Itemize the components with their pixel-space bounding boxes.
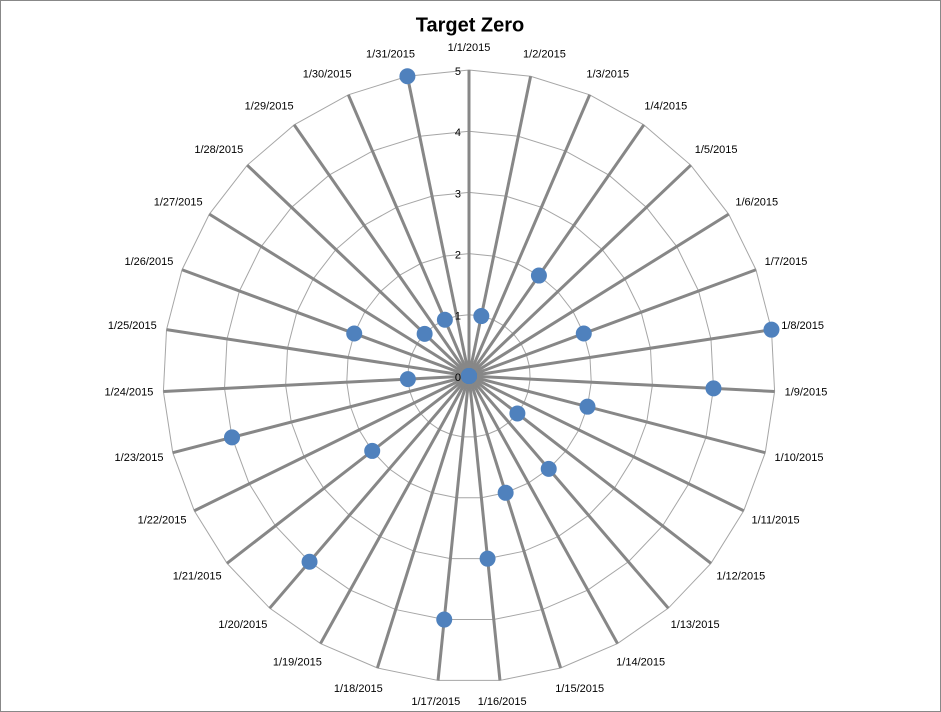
category-label: 1/26/2015 xyxy=(124,256,173,268)
data-point xyxy=(530,267,547,284)
category-label: 1/6/2015 xyxy=(735,196,778,208)
grid-ring xyxy=(285,191,653,560)
data-point xyxy=(473,308,490,325)
spoke xyxy=(166,328,470,378)
category-label: 1/25/2015 xyxy=(108,320,157,332)
category-label: 1/27/2015 xyxy=(154,196,203,208)
category-label: 1/9/2015 xyxy=(785,387,828,399)
category-label: 1/13/2015 xyxy=(671,619,720,631)
category-label: 1/16/2015 xyxy=(478,696,527,708)
r-tick-label: 4 xyxy=(455,127,461,139)
r-tick-label: 3 xyxy=(455,188,461,200)
spoke xyxy=(467,123,646,377)
data-point xyxy=(509,405,526,422)
spoke xyxy=(468,328,772,378)
spoke xyxy=(346,94,471,377)
data-point xyxy=(399,371,416,388)
spoke xyxy=(375,375,471,669)
category-label: 1/17/2015 xyxy=(411,696,460,708)
data-point xyxy=(399,68,416,85)
data-point xyxy=(301,553,318,570)
spoke xyxy=(467,94,592,377)
spoke xyxy=(292,123,471,377)
spoke xyxy=(208,212,470,378)
spoke xyxy=(468,374,775,393)
category-label: 1/2/2015 xyxy=(523,49,566,61)
data-point xyxy=(575,325,592,342)
spoke xyxy=(226,374,470,565)
category-label: 1/19/2015 xyxy=(273,657,322,669)
category-label: 1/18/2015 xyxy=(334,683,383,695)
category-label: 1/30/2015 xyxy=(303,68,352,80)
r-tick-label: 0 xyxy=(455,372,461,384)
category-label: 1/7/2015 xyxy=(765,256,808,268)
data-point xyxy=(705,380,722,397)
category-label: 1/11/2015 xyxy=(751,514,799,526)
spoke xyxy=(468,212,730,378)
spoke xyxy=(405,75,471,377)
spoke xyxy=(172,374,470,455)
spoke xyxy=(468,374,766,455)
category-label: 1/28/2015 xyxy=(194,144,243,156)
category-label: 1/22/2015 xyxy=(138,514,187,526)
spoke xyxy=(246,164,471,378)
category-label: 1/4/2015 xyxy=(644,101,687,113)
data-point xyxy=(436,611,453,628)
category-label: 1/29/2015 xyxy=(245,101,294,113)
data-point xyxy=(364,442,381,459)
grid-ring xyxy=(162,69,776,681)
grid-ring xyxy=(224,130,714,621)
spoke xyxy=(467,75,533,377)
category-label: 1/14/2015 xyxy=(616,657,665,669)
spoke xyxy=(163,374,470,393)
spoke xyxy=(467,375,502,681)
chart-title: Target Zero xyxy=(416,14,525,36)
spoke xyxy=(193,374,470,513)
data-point xyxy=(436,311,453,328)
spoke xyxy=(468,374,745,513)
data-point xyxy=(346,325,363,342)
spoke xyxy=(268,375,471,610)
data-point xyxy=(579,398,596,415)
category-label: 1/23/2015 xyxy=(115,452,164,464)
spoke xyxy=(319,375,471,645)
spoke xyxy=(467,375,619,645)
category-label: 1/12/2015 xyxy=(716,571,765,583)
data-point xyxy=(461,368,477,384)
category-label: 1/1/2015 xyxy=(448,42,491,54)
data-point xyxy=(416,325,433,342)
data-point xyxy=(763,321,780,338)
spoke xyxy=(467,164,692,378)
category-label: 1/10/2015 xyxy=(775,452,824,464)
spoke xyxy=(467,375,670,610)
spoke xyxy=(436,375,471,681)
category-label: 1/31/2015 xyxy=(366,49,415,61)
spoke xyxy=(468,268,757,378)
data-point xyxy=(540,460,557,477)
category-label: 1/15/2015 xyxy=(555,683,604,695)
spoke xyxy=(468,374,712,565)
category-label: 1/20/2015 xyxy=(218,619,267,631)
category-label: 1/3/2015 xyxy=(586,68,629,80)
r-tick-label: 1 xyxy=(455,311,461,323)
data-point xyxy=(479,550,496,567)
r-tick-label: 2 xyxy=(455,250,461,262)
data-point xyxy=(497,484,514,501)
spoke xyxy=(467,375,563,669)
category-label: 1/5/2015 xyxy=(695,144,738,156)
category-label: 1/21/2015 xyxy=(173,571,222,583)
grid-ring xyxy=(346,253,592,499)
category-label: 1/8/2015 xyxy=(781,320,824,332)
data-point xyxy=(224,429,241,446)
category-label: 1/24/2015 xyxy=(104,387,153,399)
r-tick-label: 5 xyxy=(455,66,461,78)
spoke xyxy=(181,268,470,378)
grid-ring xyxy=(407,314,531,438)
